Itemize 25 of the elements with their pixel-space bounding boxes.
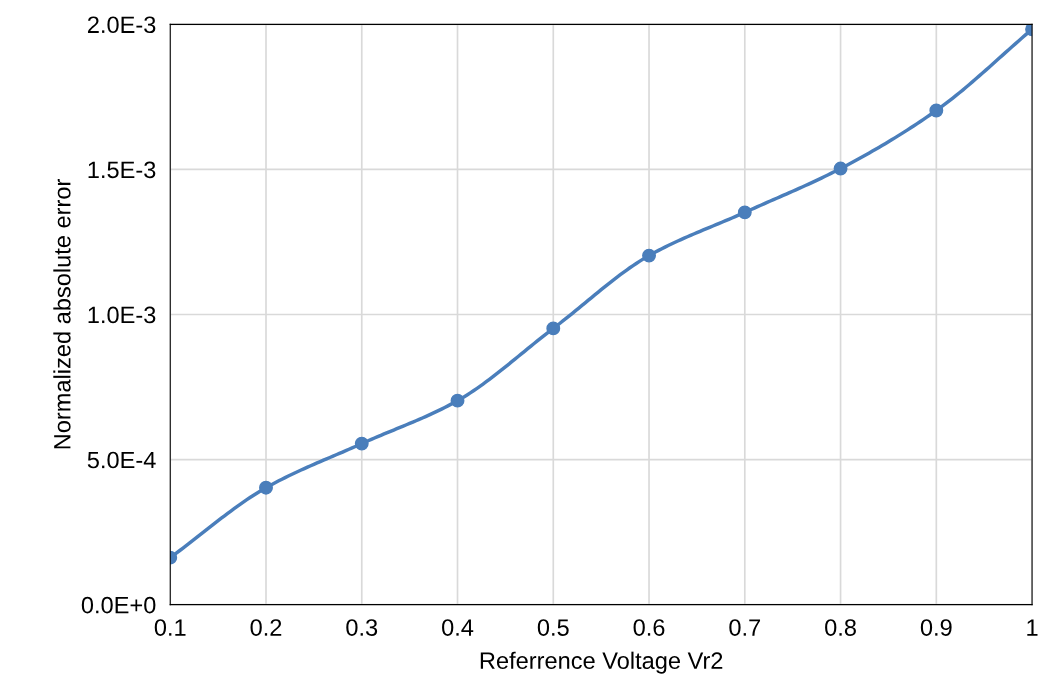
y-tick-label: 1.0E-3 bbox=[88, 306, 156, 324]
point bbox=[546, 321, 561, 336]
point bbox=[259, 480, 273, 495]
x-tick-label: 0.2 bbox=[250, 619, 282, 636]
point bbox=[450, 393, 465, 408]
x-axis-title: Referrence Voltage Vr2 bbox=[480, 651, 723, 674]
x-tick-label: 0.8 bbox=[825, 619, 856, 636]
y-tick-label: 5.0E-4 bbox=[87, 451, 156, 469]
y-tick-label: 2.0E-3 bbox=[87, 16, 156, 34]
point bbox=[642, 248, 656, 263]
y-tick-label: 1.5E-3 bbox=[88, 161, 156, 179]
point bbox=[354, 436, 369, 451]
y-axis-title: Normalized absolute error bbox=[53, 179, 71, 449]
point bbox=[833, 161, 848, 176]
x-tick-label: 0.1 bbox=[154, 619, 186, 636]
x-tick-label: 0.9 bbox=[920, 619, 952, 636]
x-tick-label: 0.5 bbox=[537, 619, 569, 636]
x-tick-label: 0.4 bbox=[442, 619, 474, 636]
x-tick-label: 0.3 bbox=[346, 619, 378, 636]
x-tick-label: 1 bbox=[1027, 619, 1038, 636]
point bbox=[929, 103, 944, 118]
y-tick-label: 0.0E+0 bbox=[81, 596, 156, 614]
x-tick-label: 0.7 bbox=[729, 619, 761, 636]
x-tick-label: 0.6 bbox=[633, 619, 665, 636]
point bbox=[737, 205, 752, 220]
